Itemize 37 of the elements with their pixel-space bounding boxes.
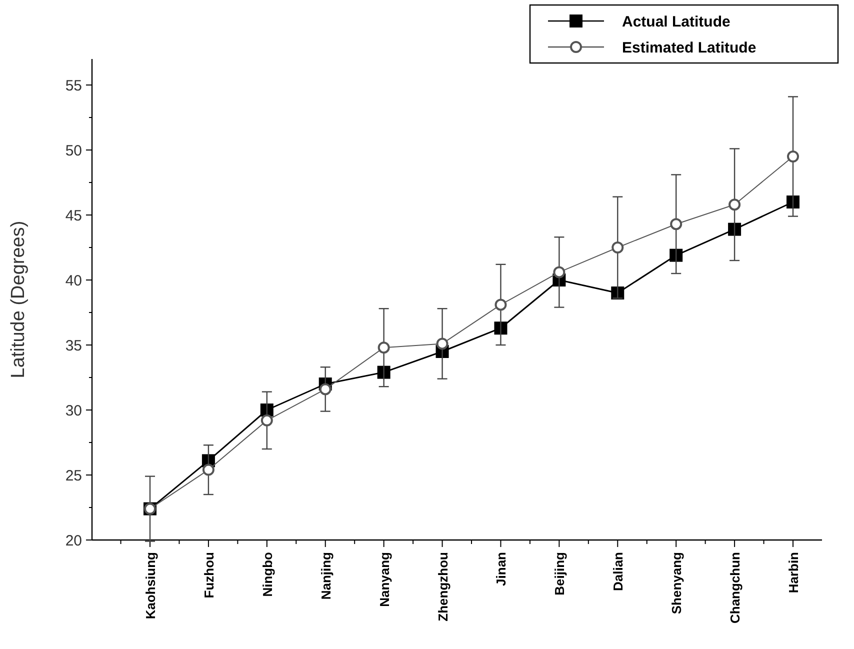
point	[319, 383, 332, 396]
point	[378, 342, 390, 354]
x-tick-label: Beijing	[552, 552, 568, 596]
x-tick-label: Kaohsiung	[143, 552, 158, 620]
point	[787, 150, 799, 162]
x-tick-label: Nanyang	[376, 552, 392, 607]
y-axis-title: Latitude (Degrees)	[8, 220, 29, 378]
point	[670, 248, 683, 262]
x-tick-label: Jinan	[494, 552, 509, 586]
x-tick-label: Nanjing	[318, 552, 334, 600]
x-tick-label: Shenyang	[669, 552, 684, 614]
point	[202, 464, 214, 476]
y-tick-label: 45	[65, 207, 82, 224]
point	[786, 196, 800, 208]
x-tick-label: Harbin	[786, 552, 801, 594]
y-tick-label: 20	[65, 532, 82, 550]
point	[670, 218, 682, 230]
x-tick-label: Changchun	[728, 552, 743, 624]
x-tick-label: Ningbo	[260, 552, 275, 597]
legend-label: Actual Latitude	[622, 13, 730, 30]
x-tick-label: Zhengzhou	[435, 552, 450, 622]
point	[612, 242, 624, 254]
point	[728, 222, 742, 236]
y-tick-label: 40	[65, 272, 82, 290]
y-tick-label: 55	[65, 77, 82, 94]
x-tick-label: Dalian	[610, 552, 626, 592]
point	[436, 338, 448, 350]
y-tick-label: 50	[65, 142, 82, 160]
y-tick-label: 35	[65, 337, 82, 354]
point	[494, 298, 507, 311]
y-tick-label: 25	[65, 467, 82, 484]
point	[553, 266, 566, 278]
point	[728, 198, 741, 211]
point	[260, 414, 273, 426]
legend-label: Estimated Latitude	[622, 39, 756, 56]
x-tick-label: Fuzhou	[201, 552, 216, 598]
y-tick-label: 30	[65, 402, 82, 420]
